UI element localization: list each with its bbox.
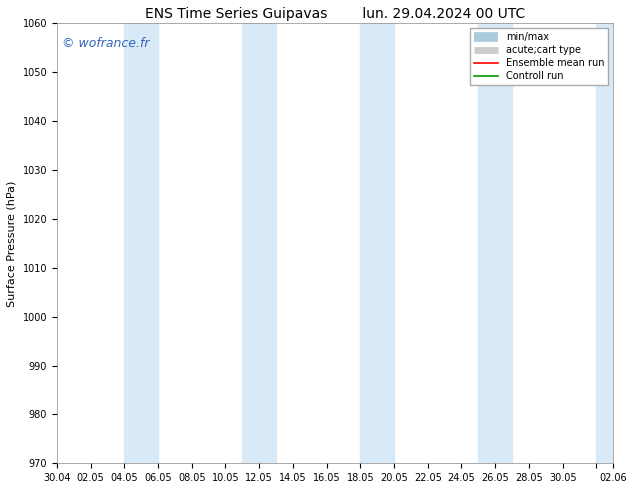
Text: © wofrance.fr: © wofrance.fr: [62, 37, 150, 49]
Bar: [597, 24, 630, 464]
Title: ENS Time Series Guipavas        lun. 29.04.2024 00 UTC: ENS Time Series Guipavas lun. 29.04.2024…: [145, 7, 525, 21]
Y-axis label: Surface Pressure (hPa): Surface Pressure (hPa): [7, 180, 17, 307]
Legend: min/max, acute;cart type, Ensemble mean run, Controll run: min/max, acute;cart type, Ensemble mean …: [470, 28, 609, 85]
Bar: [124, 24, 158, 464]
Bar: [242, 24, 276, 464]
Bar: [360, 24, 394, 464]
Bar: [479, 24, 512, 464]
